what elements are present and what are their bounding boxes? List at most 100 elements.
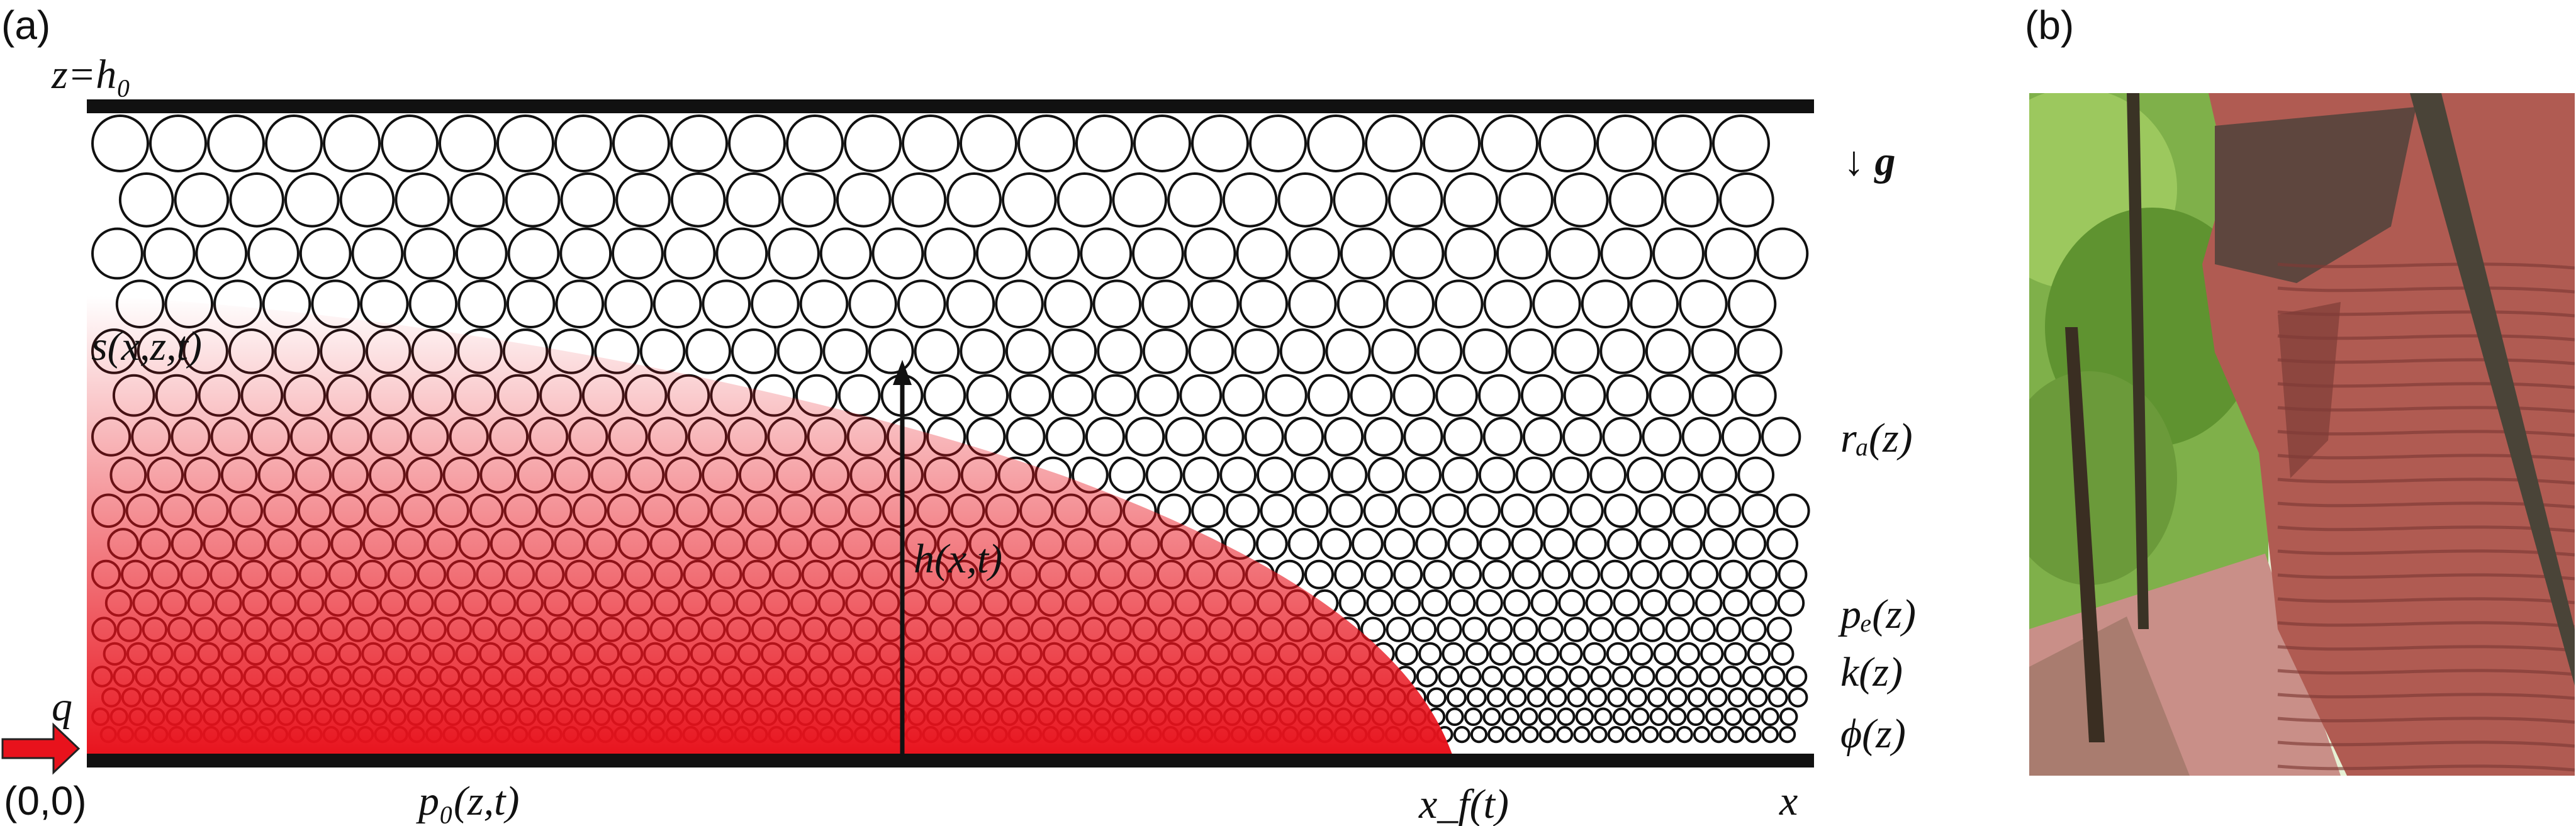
grain [1367, 456, 1405, 494]
grain [118, 172, 174, 228]
grain [612, 227, 664, 280]
grain [786, 114, 844, 172]
grain [1005, 416, 1046, 457]
grain [1720, 666, 1742, 688]
panel-b-tag: (b) [2025, 3, 2074, 48]
rock-stratum [2277, 430, 2575, 437]
grain [1142, 328, 1189, 374]
grain [1512, 642, 1536, 666]
grain [1416, 328, 1463, 374]
grain [1304, 559, 1334, 589]
grain [1667, 687, 1688, 708]
grain [284, 172, 340, 228]
grain [1677, 666, 1699, 688]
grain [1761, 726, 1779, 744]
grain [1434, 279, 1484, 329]
grain [1594, 707, 1613, 727]
rock-stratum [2277, 262, 2575, 270]
grain [768, 227, 820, 280]
rock-stratum [2277, 286, 2575, 294]
grain [1655, 666, 1677, 688]
grain [1392, 374, 1436, 417]
grain [1704, 227, 1757, 280]
grain [1360, 617, 1386, 642]
grain [1779, 707, 1798, 727]
grain [1573, 726, 1591, 744]
grain [1574, 528, 1607, 560]
grain [1705, 707, 1724, 727]
grain [1694, 589, 1723, 617]
grain [1002, 172, 1057, 228]
grain [1444, 227, 1497, 280]
grain [455, 227, 508, 280]
grain [1543, 528, 1576, 560]
grain [1043, 279, 1093, 329]
grain [1479, 528, 1511, 560]
grain [1664, 172, 1719, 228]
sandstone-photo [2029, 93, 2575, 776]
grain [844, 114, 902, 172]
grain [1452, 559, 1482, 589]
grain [247, 227, 300, 280]
grain [1761, 707, 1779, 727]
grain [731, 328, 777, 374]
grain [728, 114, 786, 172]
grain [1520, 374, 1564, 417]
grain [1366, 589, 1394, 617]
grain [1363, 493, 1397, 528]
grain [1559, 642, 1583, 666]
grain [1179, 374, 1223, 417]
grain [1766, 528, 1799, 560]
panel-a: (a) z=h₀ s(x,z,t) h(x,t) ↓ g rₐ(z) pₑ(z)… [1, 3, 1916, 826]
grain [1284, 416, 1324, 457]
grain [1698, 666, 1721, 688]
grain [1125, 416, 1165, 457]
grain [960, 328, 1005, 374]
grain [1288, 279, 1337, 329]
grain [1525, 666, 1547, 688]
grain [1443, 416, 1483, 457]
grain [1225, 493, 1260, 528]
grain [1453, 726, 1470, 744]
grain [1028, 227, 1080, 280]
rock-stratum [2277, 645, 2575, 652]
grain [1647, 687, 1667, 708]
grain [902, 114, 960, 172]
grain [265, 114, 323, 172]
rock-stratum [2277, 549, 2575, 557]
grain [1687, 687, 1708, 708]
grain [1352, 528, 1384, 560]
grain [1541, 559, 1571, 589]
grain [1482, 707, 1501, 727]
rock-stratum [2277, 669, 2575, 676]
grain [1307, 114, 1365, 172]
grain [1563, 374, 1606, 417]
grain [1447, 528, 1479, 560]
grain [1411, 617, 1437, 642]
grain [1589, 456, 1627, 494]
grain [1489, 642, 1513, 666]
grain [1136, 374, 1180, 417]
photo-tree-left [2065, 327, 2105, 742]
grain [1464, 707, 1483, 727]
grain [1487, 726, 1505, 744]
grain [1689, 559, 1719, 589]
bottom-wall [87, 754, 1814, 767]
grain [1442, 456, 1479, 494]
grain [1334, 559, 1364, 589]
grain [91, 227, 143, 280]
grain [505, 172, 561, 228]
grain [1503, 666, 1525, 688]
grain [1734, 528, 1767, 560]
grain [1222, 172, 1278, 228]
grain [1386, 279, 1435, 329]
grain [1442, 642, 1465, 666]
grain [1080, 227, 1133, 280]
grain [1718, 559, 1749, 589]
grain [1459, 666, 1482, 688]
grain [1075, 114, 1133, 172]
front-label: x_f(t) [1418, 781, 1509, 826]
grain [914, 328, 960, 374]
grain [1676, 642, 1701, 666]
grain [1630, 559, 1660, 589]
